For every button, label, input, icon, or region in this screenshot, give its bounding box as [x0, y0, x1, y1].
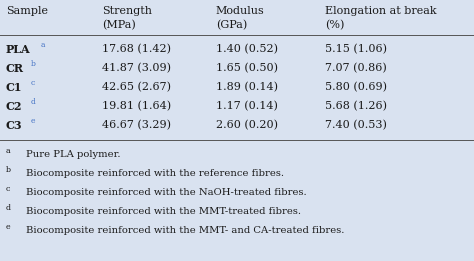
Text: (MPa): (MPa) — [102, 20, 136, 30]
Text: 7.07 (0.86): 7.07 (0.86) — [325, 63, 386, 73]
Text: PLA: PLA — [6, 44, 30, 55]
Text: Biocomposite reinforced with the NaOH-treated fibres.: Biocomposite reinforced with the NaOH-tr… — [26, 188, 307, 197]
Text: 2.60 (0.20): 2.60 (0.20) — [216, 120, 278, 130]
Text: Biocomposite reinforced with the MMT- and CA-treated fibres.: Biocomposite reinforced with the MMT- an… — [26, 226, 345, 235]
Text: 41.87 (3.09): 41.87 (3.09) — [102, 63, 171, 73]
Text: b: b — [6, 167, 11, 174]
Text: 19.81 (1.64): 19.81 (1.64) — [102, 101, 171, 111]
Text: 17.68 (1.42): 17.68 (1.42) — [102, 44, 171, 54]
Text: 46.67 (3.29): 46.67 (3.29) — [102, 120, 171, 130]
Text: c: c — [6, 185, 10, 193]
Text: Biocomposite reinforced with the reference fibres.: Biocomposite reinforced with the referen… — [26, 169, 284, 178]
Text: a: a — [41, 41, 45, 49]
Text: c: c — [30, 79, 35, 87]
Text: d: d — [6, 204, 11, 212]
Text: 42.65 (2.67): 42.65 (2.67) — [102, 82, 171, 92]
Text: 1.65 (0.50): 1.65 (0.50) — [216, 63, 278, 73]
Text: e: e — [6, 223, 10, 232]
Text: 7.40 (0.53): 7.40 (0.53) — [325, 120, 387, 130]
Text: Modulus: Modulus — [216, 6, 264, 16]
Text: e: e — [30, 117, 35, 125]
Text: 1.40 (0.52): 1.40 (0.52) — [216, 44, 278, 54]
Text: b: b — [30, 60, 35, 68]
Text: C3: C3 — [6, 120, 22, 131]
Text: Pure PLA polymer.: Pure PLA polymer. — [26, 150, 120, 159]
Text: Elongation at break: Elongation at break — [325, 6, 436, 16]
Text: C1: C1 — [6, 82, 22, 93]
Text: 1.89 (0.14): 1.89 (0.14) — [216, 82, 278, 92]
Text: Biocomposite reinforced with the MMT-treated fibres.: Biocomposite reinforced with the MMT-tre… — [26, 207, 301, 216]
Text: 5.68 (1.26): 5.68 (1.26) — [325, 101, 387, 111]
Text: C2: C2 — [6, 101, 22, 112]
Text: 5.80 (0.69): 5.80 (0.69) — [325, 82, 387, 92]
Text: d: d — [30, 98, 35, 106]
Text: Strength: Strength — [102, 6, 152, 16]
Text: (%): (%) — [325, 20, 344, 30]
Text: 5.15 (1.06): 5.15 (1.06) — [325, 44, 387, 54]
Text: a: a — [6, 147, 10, 155]
Text: (GPa): (GPa) — [216, 20, 247, 30]
Text: 1.17 (0.14): 1.17 (0.14) — [216, 101, 278, 111]
Text: CR: CR — [6, 63, 24, 74]
Text: Sample: Sample — [6, 6, 48, 16]
